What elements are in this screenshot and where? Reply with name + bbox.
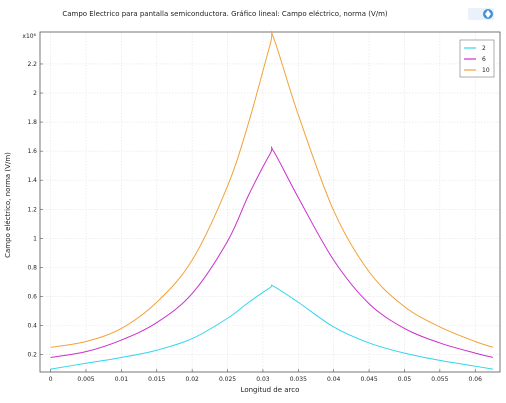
y-tick-label: 0.2 [27, 352, 37, 359]
x-tick-label: 0.03 [256, 376, 270, 383]
x-tick-label: 0.045 [360, 376, 377, 383]
y-tick-label: 1.2 [27, 206, 37, 213]
x-tick-label: 0.025 [219, 376, 236, 383]
y-tick-label: 1.4 [27, 177, 37, 184]
legend-label: 2 [482, 45, 486, 52]
series-line-6 [50, 146, 494, 358]
series-line-10 [50, 30, 494, 348]
x-tick-label: 0 [49, 376, 53, 383]
y-axis-ticks: 0.2 0.4 0.6 0.8 1 1.2 1.4 1.6 1.8 2 2.2 [27, 61, 43, 359]
plot-area-frame [39, 31, 501, 373]
y-tick-label: 1.6 [27, 148, 37, 155]
y-axis-label: Campo eléctrico, norma (V/m) [4, 152, 12, 258]
y-tick-label: 1.8 [27, 119, 37, 126]
legend: 2 6 10 [459, 39, 495, 78]
legend-label: 10 [482, 67, 490, 74]
x-axis-label: Longitud de arco [241, 386, 300, 394]
series-lines [50, 30, 494, 370]
x-tick-label: 0.04 [327, 376, 341, 383]
y-tick-label: 2.2 [27, 61, 37, 68]
chart-title: Campo Electrico para pantalla semiconduc… [62, 10, 388, 18]
x-tick-label: 0.015 [148, 376, 165, 383]
y-axis-multiplier: x10⁶ [22, 33, 36, 40]
x-tick-label: 0.02 [185, 376, 199, 383]
y-tick-label: 1 [33, 235, 37, 242]
x-tick-label: 0.035 [290, 376, 307, 383]
y-tick-label: 0.8 [27, 264, 37, 271]
y-tick-label: 0.6 [27, 293, 37, 300]
series-line-2 [50, 284, 494, 370]
legend-label: 6 [482, 56, 486, 63]
grid-lines [40, 32, 500, 372]
x-tick-label: 0.01 [115, 376, 129, 383]
x-tick-label: 0.06 [469, 376, 483, 383]
y-tick-label: 0.4 [27, 323, 37, 330]
x-tick-label: 0.05 [398, 376, 412, 383]
x-tick-label: 0.005 [77, 376, 94, 383]
y-tick-label: 2 [33, 90, 37, 97]
x-tick-label: 0.055 [431, 376, 448, 383]
x-axis-ticks: 0 0.005 0.01 0.015 0.02 0.025 0.03 0.035 0.04 0.0… [49, 369, 482, 383]
brand-logo [468, 8, 494, 20]
